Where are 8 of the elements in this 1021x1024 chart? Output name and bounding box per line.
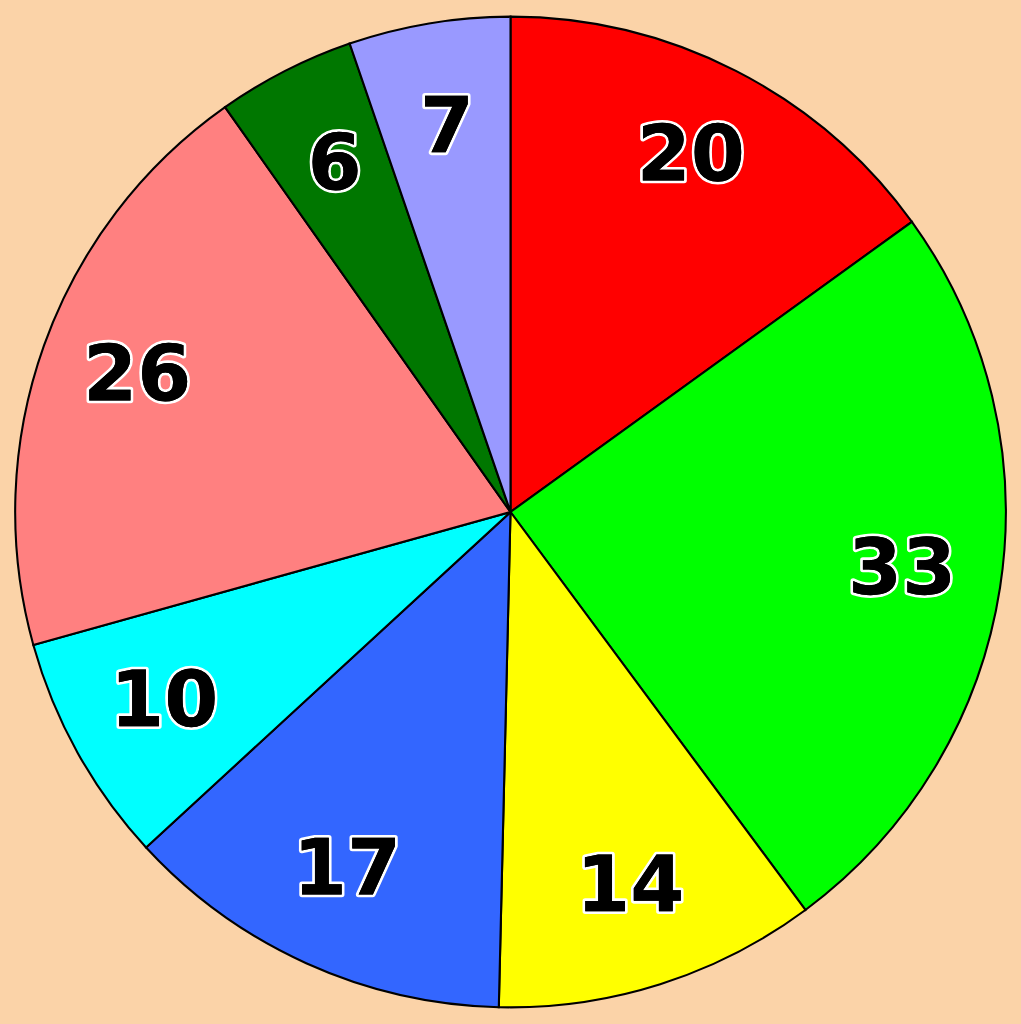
- data-label: 6: [312, 131, 358, 191]
- data-label: 20: [642, 122, 742, 182]
- data-label: 17: [301, 837, 395, 895]
- data-label: 10: [118, 668, 215, 728]
- data-label: 33: [853, 536, 951, 596]
- data-label: 7: [425, 95, 468, 153]
- data-label: 26: [89, 342, 188, 402]
- data-label: 14: [584, 854, 681, 912]
